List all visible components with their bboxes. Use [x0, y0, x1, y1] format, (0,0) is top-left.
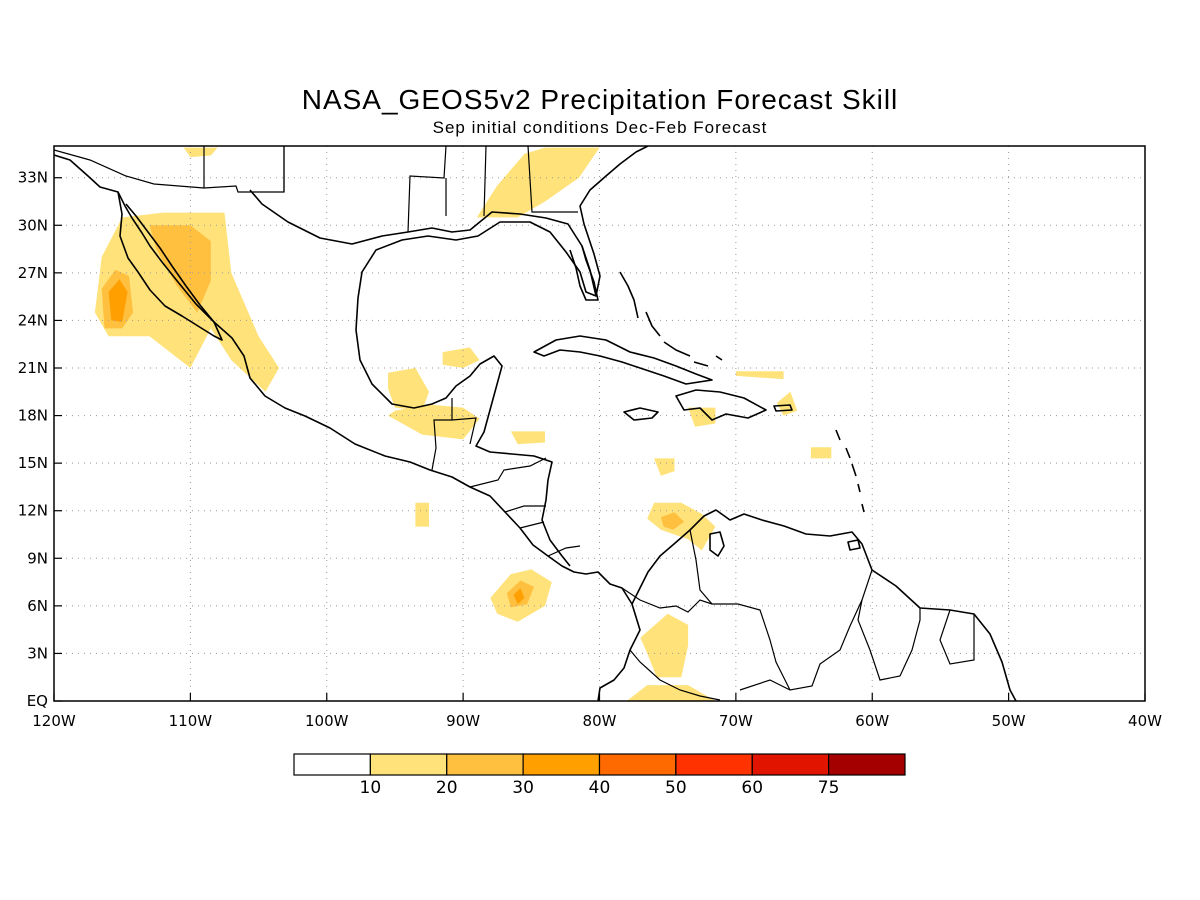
skill-region-20 [776, 391, 798, 416]
lat-tick-label: 18N [18, 407, 48, 425]
lon-tick-label: 90W [446, 712, 480, 730]
coastline-hispaniola [675, 389, 767, 421]
lat-tick-label: 27N [18, 264, 48, 282]
lon-tick-label: 50W [992, 712, 1026, 730]
lat-tick-label: 3N [27, 644, 48, 662]
colorbar-swatch-3 [446, 753, 524, 776]
coastline-florida [569, 146, 649, 301]
lon-tick-label: 70W [719, 712, 753, 730]
coastline-bahamas [619, 271, 723, 367]
lat-tick-label: 21N [18, 359, 48, 377]
skill-region-13 [415, 502, 429, 527]
lat-tick-label: 6N [27, 597, 48, 615]
skill-region-22 [735, 371, 784, 380]
lake-maracaibo [709, 531, 725, 557]
colorbar-label: 30 [512, 778, 534, 798]
colorbar-label: 50 [665, 778, 687, 798]
coastline-baja [117, 191, 223, 341]
skill-region-1 [94, 212, 280, 392]
colorbar-label: 10 [360, 778, 382, 798]
lat-tick-label: EQ [27, 692, 48, 710]
lat-tick-label: 30N [18, 216, 48, 234]
coastline-antilles [835, 429, 865, 513]
coastline-pacific [54, 154, 641, 701]
colorbar-label: 20 [436, 778, 458, 798]
skill-region-14 [647, 502, 716, 551]
skill-region-17 [626, 685, 716, 701]
colorbar-swatch-8 [828, 753, 906, 776]
lat-tick-label: 33N [18, 169, 48, 187]
colorbar: 10 20 30 40 50 60 75 [293, 753, 906, 798]
skill-region-9 [442, 347, 480, 368]
skill-region-21 [688, 407, 716, 427]
coastline-jamaica [623, 407, 659, 421]
lon-tick-label: 60W [855, 712, 889, 730]
skill-region-4 [108, 279, 128, 322]
coastline-puerto-rico [773, 404, 793, 412]
lat-tick-label: 15N [18, 454, 48, 472]
lat-tick-label: 9N [27, 549, 48, 567]
colorbar-swatch-7 [751, 753, 830, 776]
map-subtitle: Sep initial conditions Dec-Feb Forecast [432, 118, 768, 137]
skill-region-15 [660, 512, 685, 530]
lon-tick-label: 120W [32, 712, 76, 730]
skill-region-5 [183, 147, 218, 158]
lon-tick-label: 80W [583, 712, 617, 730]
colorbar-swatch-1 [293, 753, 371, 776]
colorbar-label: 60 [741, 778, 763, 798]
lon-tick-label: 100W [305, 712, 349, 730]
lat-tick-label: 12N [18, 502, 48, 520]
skill-region-19 [810, 447, 832, 459]
colorbar-label: 75 [818, 778, 840, 798]
coastline-cuba [533, 335, 713, 385]
skill-region-23 [510, 431, 545, 445]
skill-region-12 [513, 588, 525, 605]
lon-tick-label: 40W [1128, 712, 1162, 730]
colorbar-swatch-6 [675, 753, 753, 776]
lat-tick-label: 24N [18, 311, 48, 329]
political-borders [54, 146, 975, 701]
skill-region-2 [149, 225, 211, 313]
skill-region-6 [476, 147, 600, 218]
coastline-trinidad [847, 539, 861, 551]
longitude-ticks: 120W 110W 100W 90W 80W 70W 60W 50W 40W [32, 693, 1162, 730]
colorbar-label: 40 [589, 778, 611, 798]
lon-tick-label: 110W [169, 712, 213, 730]
colorbar-swatch-5 [598, 753, 677, 776]
coastlines [54, 146, 1017, 701]
map-title: NASA_GEOS5v2 Precipitation Forecast Skil… [301, 84, 899, 115]
skill-region-18 [654, 458, 675, 476]
skill-region-7 [388, 368, 429, 411]
colorbar-swatch-2 [369, 753, 448, 776]
colorbar-swatch-4 [522, 753, 601, 776]
latitude-ticks: EQ 3N 6N 9N 12N 15N 18N 21N 24N 27N 30N 33N [18, 169, 62, 710]
skill-region-16 [640, 613, 689, 678]
coastline-gulf [249, 189, 597, 567]
